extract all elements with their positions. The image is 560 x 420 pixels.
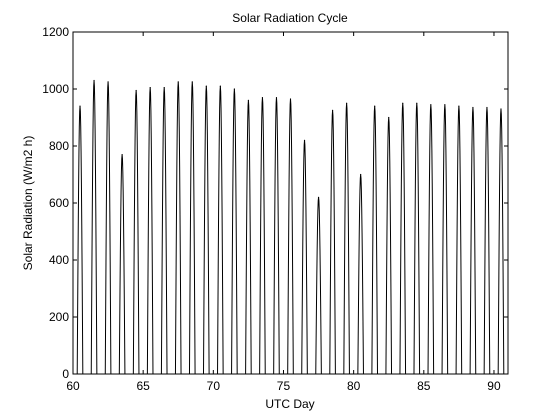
daily-peak-point — [374, 105, 376, 107]
series-layer — [73, 79, 505, 375]
daily-peak-point — [135, 89, 137, 92]
daily-peak-point — [205, 85, 207, 87]
daily-peak-point — [289, 98, 292, 100]
daily-peak-point — [233, 88, 235, 90]
daily-peak-point — [472, 106, 474, 109]
y-tick-label: 600 — [49, 196, 69, 210]
daily-peak-point — [444, 104, 446, 106]
daily-peak-point — [458, 105, 460, 107]
daily-peak-point — [430, 104, 432, 106]
x-axis-title: UTC Day — [265, 397, 314, 411]
daily-peak-point — [303, 139, 306, 141]
daily-peak-point — [177, 81, 179, 83]
y-tick-label: 800 — [49, 139, 69, 153]
daily-peak-point — [331, 109, 334, 111]
x-tick-label: 90 — [487, 379, 501, 393]
plot-area — [73, 32, 508, 374]
daily-peak-point — [93, 79, 95, 82]
y-axis-title: Solar Radiation (W/m2 h) — [21, 136, 35, 271]
chart-title: Solar Radiation Cycle — [232, 11, 348, 25]
daily-peak-point — [388, 116, 390, 119]
daily-peak-point — [360, 173, 362, 176]
x-tick-label: 80 — [347, 379, 361, 393]
daily-peak-point — [163, 86, 165, 89]
x-tick-label: 75 — [277, 379, 291, 393]
daily-peak-point — [346, 102, 348, 104]
radiation-series-line — [73, 80, 505, 375]
daily-peak-point — [275, 96, 278, 99]
x-tick-label: 85 — [417, 379, 431, 393]
daily-peak-point — [402, 102, 404, 104]
daily-peak-point — [219, 85, 221, 87]
y-tick-label: 1200 — [42, 25, 69, 39]
daily-peak-point — [500, 108, 502, 110]
daily-peak-point — [121, 153, 123, 156]
y-tick-label: 400 — [49, 253, 69, 267]
x-tick-label: 70 — [207, 379, 221, 393]
x-tick-label: 60 — [66, 379, 80, 393]
daily-peak-point — [247, 99, 250, 101]
daily-peak-point — [261, 96, 264, 99]
daily-peak-point — [79, 105, 81, 107]
daily-peak-point — [317, 196, 320, 198]
tick-layer: 60 65 70 75 80 85 90 0 200 400 600 800 1000 1200 — [42, 25, 508, 393]
y-tick-label: 0 — [62, 367, 69, 381]
y-tick-label: 1000 — [42, 82, 69, 96]
daily-peak-point — [486, 106, 488, 109]
y-tick-label: 200 — [49, 310, 69, 324]
daily-peak-point — [416, 102, 418, 104]
x-tick-label: 65 — [136, 379, 150, 393]
daily-peak-point — [107, 81, 109, 83]
daily-peak-point — [149, 86, 151, 89]
daily-peak-point — [191, 81, 193, 83]
